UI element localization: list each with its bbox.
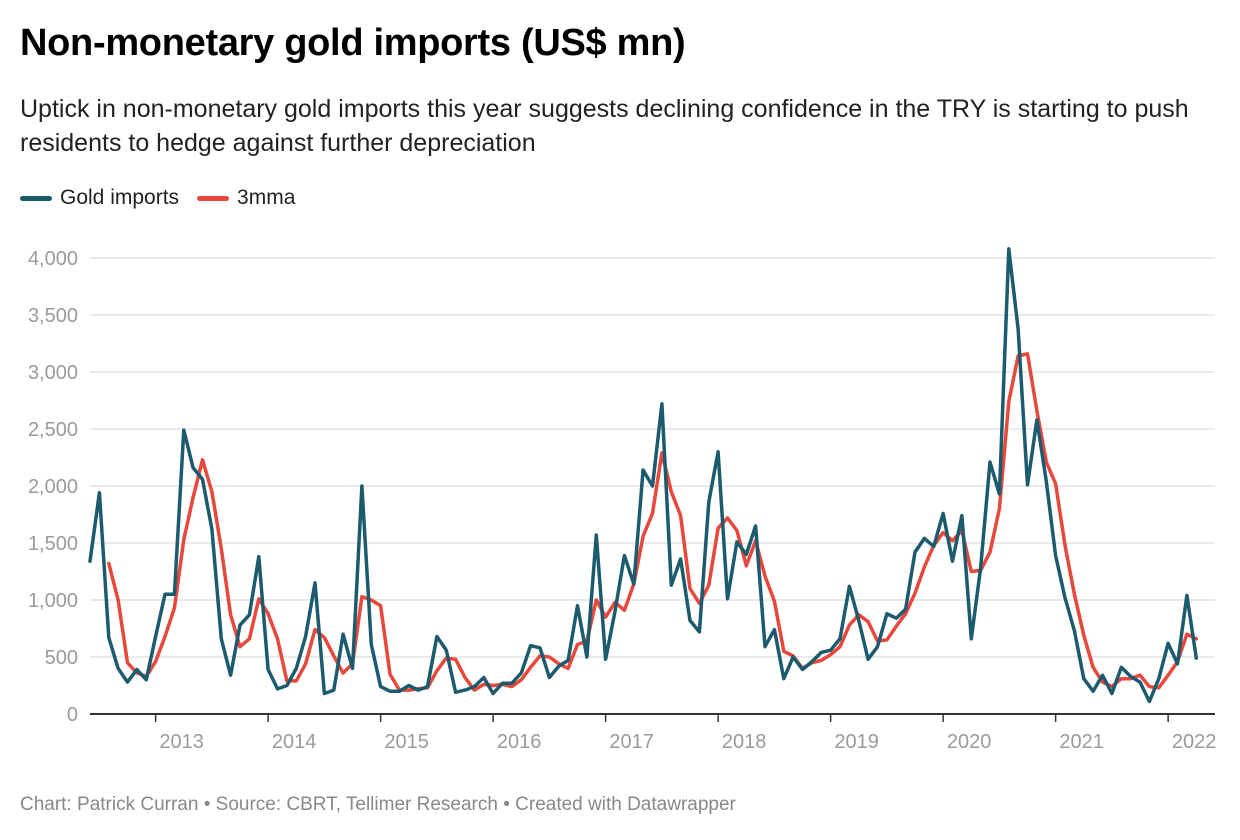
x-tick-label: 2016 [497,731,542,753]
line-chart: 05001,0001,5002,0002,5003,0003,5004,000 … [28,247,1217,753]
y-axis-labels: 0 500 1,000 1,500 2,000 2,500 3,000 3,500 4,000 [28,248,78,726]
y-tick-label: 2,500 [28,419,78,441]
legend: Gold imports 3mma [20,186,313,210]
legend-swatch-3mma [197,195,230,201]
y-tick-label: 0 [67,704,78,726]
y-tick-label: 2,000 [28,476,78,498]
legend-label-gold-imports: Gold imports [60,186,180,209]
x-tick-label: 2017 [609,731,654,753]
chart-subtitle: Uptick in non-monetary gold imports this… [20,95,1189,157]
x-tick-label: 2018 [722,731,767,753]
chart-footer: Chart: Patrick Curran • Source: CBRT, Te… [20,794,736,815]
series-line-3mma [107,352,1199,692]
y-tick-label: 3,500 [28,305,78,327]
y-tick-label: 3,000 [28,362,78,384]
x-tick-label: 2014 [272,731,317,753]
x-tick-label: 2019 [834,731,879,753]
y-tick-label: 1,000 [28,590,78,612]
series-line-gold-imports [88,247,1199,704]
legend-item-3mma: 3mma [197,186,295,210]
legend-label-3mma: 3mma [237,186,296,209]
y-tick-label: 1,500 [28,533,78,555]
y-tick-label: 4,000 [28,248,78,270]
x-tick-label: 2013 [159,731,204,753]
x-tick-label: 2021 [1059,731,1104,753]
x-tick-label: 2020 [947,731,992,753]
y-tick-label: 500 [45,647,78,669]
x-tick-label: 2022 [1172,731,1217,753]
series-lines [88,247,1199,704]
legend-swatch-gold-imports [20,195,52,201]
legend-item-gold-imports: Gold imports [20,186,179,210]
x-tick-label: 2015 [384,731,429,753]
chart-title: Non-monetary gold imports (US$ mn) [20,22,686,64]
x-axis-labels: 2013 2014 2015 2016 2017 2018 2019 2020 2021 2022 [154,714,1217,753]
